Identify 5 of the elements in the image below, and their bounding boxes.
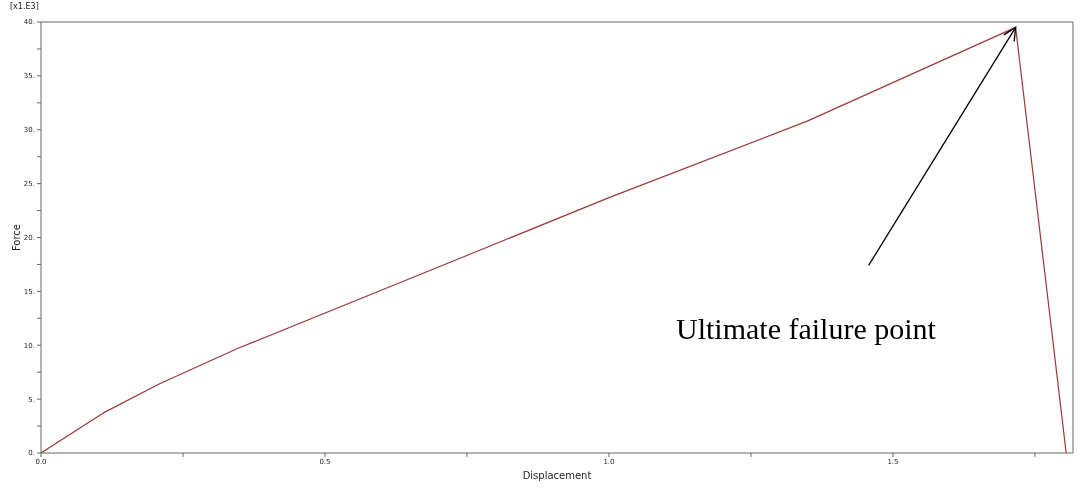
x-axis-title: Displacement	[522, 470, 592, 481]
text: [x1.E3]	[10, 2, 39, 11]
y-axis-title: Force	[10, 223, 22, 252]
line-series	[41, 26, 1067, 453]
annotation: Ultimate failure point	[676, 312, 936, 346]
